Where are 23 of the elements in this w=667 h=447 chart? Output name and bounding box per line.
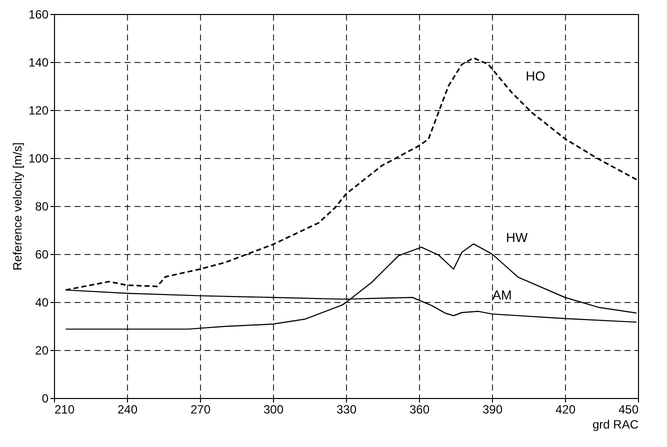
x-tick-label: 270 (190, 402, 211, 416)
series-label: AM (492, 287, 512, 302)
y-tick-label: 40 (35, 296, 49, 310)
y-tick-label: 60 (35, 248, 49, 262)
x-tick-label: 450 (618, 402, 639, 416)
y-tick-label: 140 (28, 56, 49, 70)
x-tick-label: 210 (54, 402, 75, 416)
y-tick-label: 120 (28, 104, 49, 118)
x-tick-label: 330 (336, 402, 357, 416)
x-tick-label: 300 (263, 402, 284, 416)
x-tick-label: 420 (555, 402, 576, 416)
x-tick-label: 360 (409, 402, 430, 416)
y-tick-label: 0 (42, 392, 49, 406)
y-tick-label: 100 (28, 152, 49, 166)
x-tick-label: 390 (482, 402, 503, 416)
y-axis-title: Reference velocity [m/s] (10, 142, 24, 271)
y-tick-label: 20 (35, 344, 49, 358)
series-label: HO (526, 68, 546, 84)
x-tick-label: 240 (117, 402, 138, 416)
x-axis-title: grd RAC (592, 418, 639, 432)
y-tick-label: 160 (28, 8, 49, 22)
series-label: HW (506, 230, 528, 245)
y-tick-label: 80 (35, 200, 49, 214)
